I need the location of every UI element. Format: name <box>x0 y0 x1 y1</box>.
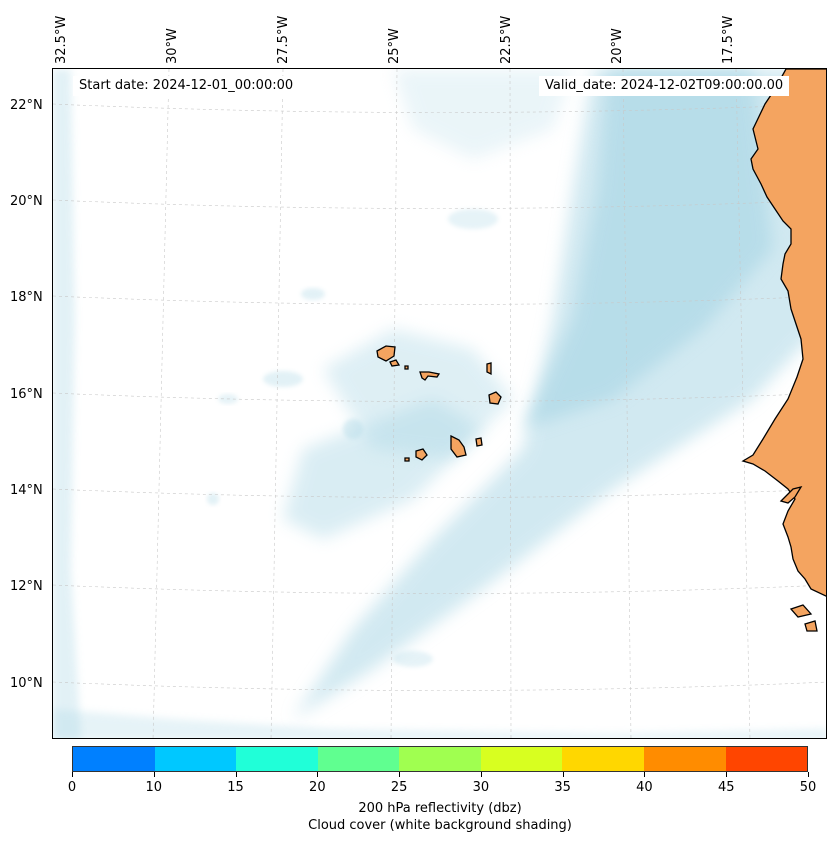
lon-label-27.5w: 27.5°W <box>276 15 291 64</box>
meridian-25w <box>390 69 398 738</box>
cloud-patch-2 <box>301 288 325 300</box>
lon-label-20w: 20°W <box>610 28 625 64</box>
cloud-patch-5 <box>207 493 219 505</box>
graticule <box>53 69 826 738</box>
meridian-30w <box>152 69 170 738</box>
colorbar-tick-label: 0 <box>67 780 77 795</box>
cloud-patch-3 <box>343 419 363 439</box>
colorbar-tick-mark <box>235 772 237 777</box>
cloud-left-edge <box>53 69 81 738</box>
colorbar-tick-label: 45 <box>717 780 735 795</box>
colorbar-sublabel: Cloud cover (white background shading) <box>308 818 572 833</box>
cloud-patch-7 <box>393 651 433 667</box>
colorbar-tick-mark <box>480 772 482 777</box>
west-africa-coast <box>741 69 826 597</box>
parallel-22n <box>53 103 826 113</box>
parallel-14n <box>53 488 826 498</box>
colorbar-segment <box>154 747 237 771</box>
colorbar-tick-label: 40 <box>636 780 653 795</box>
map-svg <box>53 69 826 738</box>
island-maio <box>475 437 483 447</box>
island-sal <box>486 362 492 376</box>
map-panel[interactable] <box>52 68 827 739</box>
cloud-band-islands <box>323 329 513 459</box>
lat-label-18n: 18°N <box>10 290 43 305</box>
lat-label-22n: 22°N <box>10 98 43 113</box>
land-layer <box>376 69 826 632</box>
island-fogo <box>415 448 428 461</box>
colorbar-tick-mark <box>562 772 564 777</box>
parallel-20n <box>53 199 826 209</box>
island-santa-luzia <box>404 365 409 370</box>
colorbar-segment <box>317 747 400 771</box>
meridian-27.5w <box>270 69 284 738</box>
cloud-band-upper-streak <box>393 69 573 159</box>
colorbar-segment <box>236 747 318 771</box>
colorbar-tick-mark <box>317 772 319 777</box>
cloud-layer <box>53 69 826 738</box>
colorbar-tick-label: 35 <box>554 780 571 795</box>
colorbar-tick-mark <box>644 772 646 777</box>
colorbar-tick-label: 50 <box>799 780 817 795</box>
cloud-patch-1 <box>263 371 303 387</box>
colorbar-segment <box>73 747 155 771</box>
lat-label-20n: 20°N <box>10 194 43 209</box>
colorbar-segment <box>643 747 726 771</box>
colorbar-tick-mark <box>808 772 809 777</box>
parallel-16n <box>53 392 826 402</box>
lon-label-30w: 30°W <box>165 28 180 64</box>
colorbar-tick-label: 10 <box>145 780 163 795</box>
island-sao-nicolau <box>419 371 441 381</box>
cloud-patch-4 <box>448 209 498 229</box>
cloud-bottom-edge <box>53 709 826 738</box>
lon-label-32.5w: 32.5°W <box>54 15 69 64</box>
lon-label-17.5w: 17.5°W <box>721 15 736 64</box>
lat-label-14n: 14°N <box>10 483 43 498</box>
colorbar-segment <box>562 747 644 771</box>
colorbar-segment <box>480 747 563 771</box>
lat-label-12n: 12°N <box>10 579 43 594</box>
island-santiago <box>450 434 467 458</box>
lon-label-22.5w: 22.5°W <box>499 15 514 64</box>
colorbar-tick-label: 20 <box>309 780 326 795</box>
colorbar-tick-mark <box>726 772 728 777</box>
island-sao-vicente <box>389 359 401 367</box>
colorbar <box>72 746 808 772</box>
colorbar-tick-mark <box>72 772 73 777</box>
start-date-label: Start date: 2024-12-01_00:00:00 <box>73 76 300 96</box>
parallel-10n <box>53 681 826 691</box>
meridian-20w <box>622 69 632 738</box>
gambia-coast <box>779 485 803 504</box>
parallel-18n <box>53 295 826 305</box>
colorbar-label: 200 hPa reflectivity (dbz) <box>358 801 522 816</box>
parallel-12n <box>53 584 826 594</box>
island-boa-vista <box>488 391 502 405</box>
colorbar-segment <box>399 747 481 771</box>
colorbar-tick-mark <box>399 772 401 777</box>
lat-label-10n: 10°N <box>10 676 43 691</box>
meridian-17.5w <box>735 69 751 738</box>
colorbar-segment <box>725 747 808 771</box>
colorbar-tick-label: 25 <box>390 780 408 795</box>
colorbar-tick-label: 15 <box>227 780 244 795</box>
meridian-22.5w <box>509 69 512 738</box>
island-santo-antao <box>376 345 396 362</box>
cloud-band-core <box>523 69 773 429</box>
colorbar-tick-mark <box>153 772 155 777</box>
bissau-islands <box>789 604 818 632</box>
lon-label-25w: 25°W <box>387 28 402 64</box>
colorbar-tick-label: 30 <box>472 780 490 795</box>
valid-date-label: Valid_date: 2024-12-02T09:00:00.00 <box>539 76 790 96</box>
island-brava <box>404 457 410 462</box>
lat-label-16n: 16°N <box>10 387 43 402</box>
